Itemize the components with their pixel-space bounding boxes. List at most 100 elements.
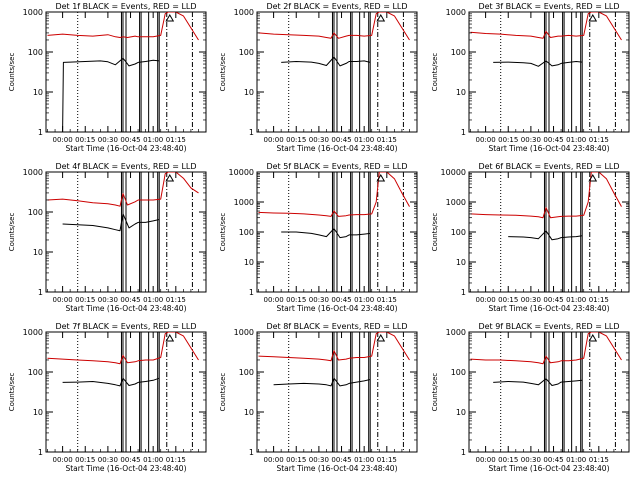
panel-det-8: 1 10 100 1000 00:00 00:15 00:30 00:45 01:00 01:15… [219, 322, 418, 473]
events-series-line [281, 228, 371, 239]
x-tick-label: 00:30 [98, 296, 118, 304]
y-tick-label: 10 [244, 258, 254, 267]
x-tick-label: 00:00 [264, 136, 284, 144]
x-tick-label: 01:15 [377, 136, 397, 144]
plot-data [47, 332, 199, 452]
x-tick-label: 00:15 [75, 136, 95, 144]
panel-title: Det 2f BLACK = Events, RED = LLD [266, 2, 407, 11]
x-tick-label: 00:45 [120, 456, 140, 464]
x-tick-label: 01:00 [143, 456, 163, 464]
y-axis-label: Counts/sec [431, 53, 439, 92]
x-tick-label: 00:00 [264, 296, 284, 304]
x-tick-label: 00:45 [120, 296, 140, 304]
panel-title: Det 3f BLACK = Events, RED = LLD [478, 2, 619, 11]
x-tick-label: 01:15 [166, 456, 186, 464]
x-tick-label: 00:45 [543, 456, 563, 464]
events-series-line [493, 60, 583, 67]
x-axis-label: Start Time (16-Oct-04 23:48:40) [65, 464, 186, 473]
x-tick-label: 00:45 [331, 136, 351, 144]
panel-det-6: 1 10 100 1000 10000 00:00 00:15 00:30 00:45 01:00… [431, 162, 630, 313]
y-tick-label: 100 [28, 48, 43, 57]
lld-series-line [47, 12, 199, 41]
y-tick-label: 1 [38, 288, 43, 297]
y-tick-label: 100 [28, 208, 43, 217]
y-tick-label: 10 [244, 88, 254, 97]
x-tick-label: 00:00 [53, 296, 73, 304]
lld-series-line [470, 12, 622, 41]
x-tick-label: 01:15 [377, 296, 397, 304]
lld-series-line [47, 332, 199, 365]
panel-det-1: 1 10 100 1000 00:00 00:15 00:30 00:45 01:00 01:15… [8, 2, 207, 153]
events-series-line [62, 213, 160, 232]
y-tick-label: 1000 [446, 328, 466, 337]
x-tick-label: 01:00 [143, 296, 163, 304]
triangle-marker-icon [588, 334, 598, 342]
plot-data [258, 332, 410, 452]
x-tick-label: 00:45 [543, 136, 563, 144]
panel-det-4: 1 10 100 1000 00:00 00:15 00:30 00:45 01:00 01:15… [8, 162, 207, 313]
y-tick-label: 10 [456, 88, 466, 97]
y-tick-label: 100 [239, 228, 254, 237]
panel-det-5: 1 10 100 1000 10000 00:00 00:15 00:30 00:45 01:00… [219, 162, 418, 313]
y-tick-label: 10 [33, 88, 43, 97]
x-tick-label: 00:15 [286, 296, 306, 304]
x-tick-label: 00:15 [286, 136, 306, 144]
x-tick-label: 00:30 [521, 296, 541, 304]
plot-data [258, 12, 410, 132]
panel-title: Det 6f BLACK = Events, RED = LLD [478, 162, 619, 171]
y-axis-label: Counts/sec [219, 373, 227, 412]
lld-series-line [470, 172, 622, 219]
y-tick-label: 10000 [441, 168, 466, 177]
panel-det-3: 1 10 100 1000 00:00 00:15 00:30 00:45 01:00 01:15… [431, 2, 630, 153]
panel-title: Det 9f BLACK = Events, RED = LLD [478, 322, 619, 331]
events-series-line [62, 57, 160, 132]
lld-series-line [258, 12, 410, 41]
x-tick-label: 00:30 [521, 136, 541, 144]
y-tick-label: 1000 [446, 8, 466, 17]
x-tick-label: 00:30 [309, 456, 329, 464]
x-axis-label: Start Time (16-Oct-04 23:48:40) [276, 144, 397, 153]
panel-det-2: 1 10 100 1000 00:00 00:15 00:30 00:45 01:00 01:15… [219, 2, 418, 153]
triangle-marker-icon [376, 14, 386, 22]
x-tick-label: 00:45 [120, 136, 140, 144]
y-tick-label: 1000 [234, 198, 254, 207]
plot-data [470, 172, 622, 292]
x-tick-label: 00:00 [53, 136, 73, 144]
x-tick-label: 00:15 [286, 456, 306, 464]
x-axis-label: Start Time (16-Oct-04 23:48:40) [276, 464, 397, 473]
y-tick-label: 1 [461, 128, 466, 137]
y-tick-label: 1000 [446, 198, 466, 207]
y-tick-label: 1000 [234, 328, 254, 337]
x-tick-label: 00:30 [309, 136, 329, 144]
triangle-marker-icon [165, 334, 175, 342]
events-series-line [493, 378, 583, 386]
y-tick-label: 1 [249, 448, 254, 457]
x-tick-label: 01:15 [166, 296, 186, 304]
y-tick-label: 1000 [23, 168, 43, 177]
panel-det-9: 1 10 100 1000 00:00 00:15 00:30 00:45 01:00 01:15… [431, 322, 630, 473]
panel-det-7: 1 10 100 1000 00:00 00:15 00:30 00:45 01:00 01:15… [8, 322, 207, 473]
x-tick-label: 00:15 [498, 296, 518, 304]
x-tick-label: 00:00 [476, 136, 496, 144]
y-tick-label: 1000 [234, 8, 254, 17]
events-series-line [273, 377, 371, 387]
lld-series-line [470, 332, 622, 365]
y-axis-label: Counts/sec [219, 53, 227, 92]
y-tick-label: 1 [461, 448, 466, 457]
plot-data [47, 172, 199, 292]
events-series-line [62, 377, 160, 387]
x-tick-label: 00:45 [543, 296, 563, 304]
y-tick-label: 100 [239, 48, 254, 57]
plot-data [470, 332, 622, 452]
x-tick-label: 00:15 [498, 136, 518, 144]
panel-title: Det 7f BLACK = Events, RED = LLD [55, 322, 196, 331]
y-tick-label: 100 [451, 48, 466, 57]
y-axis-label: Counts/sec [8, 53, 16, 92]
triangle-marker-icon [165, 174, 175, 182]
x-axis-label: Start Time (16-Oct-04 23:48:40) [488, 464, 609, 473]
triangle-marker-icon [376, 334, 386, 342]
x-tick-label: 01:15 [377, 456, 397, 464]
x-tick-label: 00:15 [498, 456, 518, 464]
y-tick-label: 10 [33, 408, 43, 417]
